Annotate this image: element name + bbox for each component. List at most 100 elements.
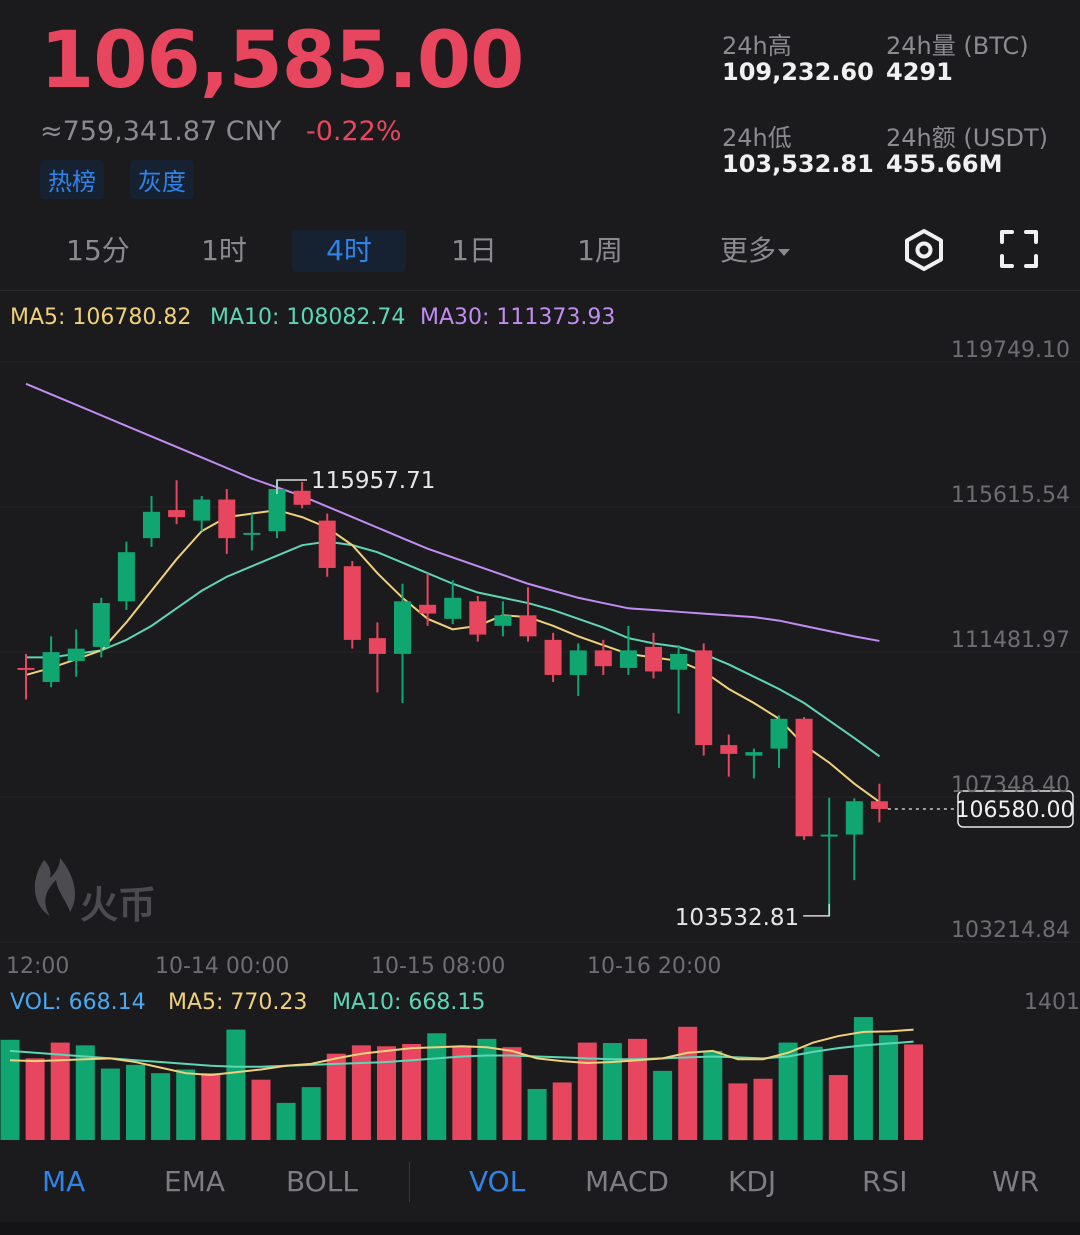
indicator-tab-wr[interactable]: WR (992, 1165, 1040, 1198)
volume-bar (502, 1047, 522, 1140)
candle-body[interactable] (745, 752, 763, 756)
divider (0, 290, 1080, 291)
volume-bar (778, 1042, 798, 1140)
indicator-tab-ema[interactable]: EMA (164, 1165, 226, 1198)
candle-body[interactable] (845, 801, 863, 835)
watermark-text: 火币 (80, 883, 156, 927)
settings-hexagon-icon[interactable] (902, 228, 946, 272)
tab-15min[interactable]: 15分 (66, 234, 130, 267)
volume-bar (50, 1042, 70, 1140)
candle-body[interactable] (795, 718, 813, 837)
candle-body[interactable] (594, 650, 612, 667)
volume-bar (351, 1045, 371, 1140)
indicator-tab-macd[interactable]: MACD (585, 1165, 669, 1198)
tab-more-label: 更多 (719, 234, 776, 267)
candle-body[interactable] (168, 510, 186, 518)
tab-1w[interactable]: 1周 (577, 234, 623, 267)
volume-bar (176, 1069, 196, 1140)
candle-body[interactable] (469, 601, 487, 635)
candle-body[interactable] (444, 597, 462, 619)
candle-body[interactable] (619, 650, 637, 668)
candle-body[interactable] (143, 511, 160, 539)
candle-body[interactable] (645, 646, 662, 672)
y-tick-label: 107348.40 (951, 773, 1070, 798)
candle-body[interactable] (193, 499, 211, 521)
candle-body[interactable] (368, 638, 386, 654)
last-price: 106,585.00 (40, 16, 524, 106)
x-tick-label: 10-15 08:00 (371, 954, 505, 979)
indicator-tab-boll[interactable]: BOLL (286, 1165, 358, 1198)
y-tick-label: 103214.84 (951, 918, 1070, 943)
caret-down-icon (778, 249, 790, 256)
volume-bar (879, 1035, 898, 1140)
volume-bar (477, 1038, 497, 1140)
x-tick-label: 10-16 20:00 (587, 954, 721, 979)
candle-body[interactable] (494, 615, 512, 626)
candle-body[interactable] (117, 552, 135, 602)
candle-body[interactable] (394, 601, 411, 654)
candle-body[interactable] (544, 639, 562, 675)
candle-body[interactable] (720, 745, 738, 754)
candle-body[interactable] (243, 532, 261, 535)
ma10-line (26, 540, 880, 758)
min-price-label: 103532.81 (675, 905, 799, 931)
tab-1h[interactable]: 1时 (201, 234, 247, 267)
volume-bar (75, 1045, 95, 1140)
y-tick-label: 115615.54 (951, 483, 1070, 508)
volume-bar (0, 1039, 20, 1140)
ma5-line (25, 509, 880, 803)
candle-body[interactable] (17, 667, 35, 670)
legend-ma30: MA30: 111373.93 (420, 305, 616, 330)
candle-body[interactable] (670, 653, 688, 670)
candle-body[interactable] (67, 648, 85, 661)
ma30-line (25, 382, 880, 642)
stat-amount-label: 24h额 (USDT) (886, 124, 1049, 152)
bottom-bar (0, 1222, 1080, 1235)
volume-bar (602, 1043, 622, 1140)
volume-bar (803, 1046, 823, 1140)
volume-bar (452, 1046, 472, 1140)
fullscreen-icon[interactable] (998, 228, 1040, 270)
candle-body[interactable] (218, 499, 236, 539)
candle-body[interactable] (519, 615, 537, 637)
candle-body[interactable] (42, 652, 60, 682)
indicator-tab-kdj[interactable]: KDJ (728, 1165, 777, 1198)
candle-body[interactable] (268, 489, 286, 532)
indicator-tab-ma[interactable]: MA (42, 1165, 86, 1198)
volume-bar (653, 1070, 673, 1140)
candle-body[interactable] (343, 566, 361, 640)
legend-vol-ma10: MA10: 668.15 (332, 990, 486, 1015)
legend-ma5: MA5: 106780.82 (10, 305, 192, 330)
indicator-tab-rsi[interactable]: RSI (862, 1165, 908, 1198)
candle-body[interactable] (695, 650, 713, 746)
tag-hot-list[interactable]: 热榜 (40, 160, 104, 199)
volume-bar (151, 1073, 171, 1140)
tab-1d[interactable]: 1日 (451, 234, 497, 267)
volume-bar (201, 1073, 221, 1140)
legend-ma10: MA10: 108082.74 (210, 305, 406, 330)
candlestick-chart[interactable]: 火币 115957.71 103532.81 106580.00 119749.10… (0, 330, 1080, 980)
volume-bar (753, 1078, 773, 1140)
volume-bar (301, 1087, 321, 1140)
candle-body[interactable] (318, 520, 336, 568)
candle-body[interactable] (820, 834, 838, 837)
volume-bar (226, 1029, 246, 1140)
candle-body[interactable] (569, 650, 587, 675)
candle-body[interactable] (870, 801, 888, 809)
vol-ma5-line (9, 1028, 914, 1077)
indicator-tab-vol[interactable]: VOL (469, 1165, 526, 1198)
x-tick-label: 12:00 (6, 954, 69, 979)
current-price-box (957, 790, 1074, 828)
current-price-label: 106580.00 (956, 798, 1075, 823)
volume-bar (377, 1046, 396, 1140)
candle-body[interactable] (419, 604, 437, 614)
tab-more[interactable]: 更多 (706, 230, 806, 272)
volume-bar (552, 1082, 572, 1140)
candle-body[interactable] (770, 718, 788, 749)
tag-grayscale[interactable]: 灰度 (130, 160, 194, 199)
candle-body[interactable] (92, 603, 110, 647)
candle-body[interactable] (293, 490, 311, 505)
tab-4h[interactable]: 4时 (292, 230, 406, 272)
volume-bar (326, 1053, 346, 1140)
volume-chart[interactable] (0, 1010, 1080, 1145)
